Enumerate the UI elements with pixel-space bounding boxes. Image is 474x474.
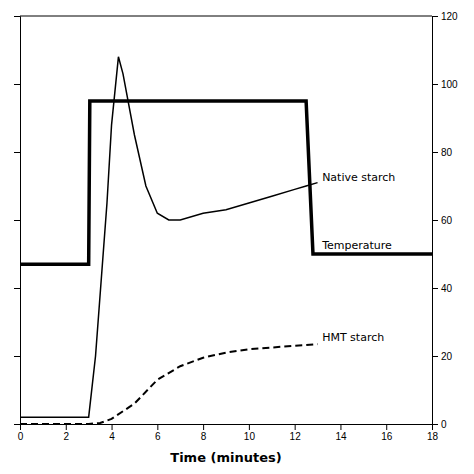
tick: 0	[18, 424, 24, 442]
plot: 024681012141618020406080100120Native sta…	[14, 11, 458, 442]
tick-mark	[157, 424, 158, 430]
tick-mark	[432, 152, 438, 153]
tick-mark	[14, 152, 20, 153]
tick-mark	[14, 424, 20, 425]
tick: 16	[381, 424, 393, 442]
tick	[14, 84, 20, 85]
y-axis-right: 0 20 40 60 80 100 120	[432, 11, 458, 430]
tick: 14	[335, 424, 347, 442]
tick	[14, 288, 20, 289]
line	[20, 344, 318, 424]
tick: 0	[432, 419, 447, 430]
chart: 024681012141618020406080100120Native sta…	[0, 0, 474, 474]
tick: 2	[63, 424, 69, 442]
annotation: Native starch	[322, 171, 395, 184]
x-axis: 0 2 4 6 8 10 12 14 16 18	[18, 424, 439, 442]
tick: 100	[432, 79, 458, 90]
axis-line	[433, 17, 439, 425]
tick-label: 16	[381, 431, 393, 442]
tick: 6	[155, 424, 161, 442]
tick-mark	[432, 220, 438, 221]
tick: 120	[432, 11, 458, 22]
tick: 8	[201, 424, 207, 442]
tick-label: 4	[109, 431, 115, 442]
tick	[14, 424, 20, 425]
axis-line	[14, 17, 21, 425]
tick-label: 18	[427, 431, 439, 442]
tick-label: 14	[335, 431, 347, 442]
line	[20, 57, 318, 417]
tick-mark	[14, 288, 20, 289]
tick: 60	[432, 215, 453, 226]
line	[20, 101, 432, 264]
tick-mark	[14, 220, 20, 221]
tick-label: 0	[441, 419, 447, 430]
tick: 12	[290, 424, 302, 442]
tick-mark	[386, 424, 387, 430]
tick-label: 20	[441, 351, 453, 362]
y-axis-left	[14, 17, 21, 425]
tick-mark	[249, 424, 250, 430]
tick-mark	[432, 424, 438, 425]
tick	[14, 220, 20, 221]
tick-mark	[66, 424, 67, 430]
tick-label: 2	[63, 431, 69, 442]
tick-label: 10	[244, 431, 256, 442]
tick: 10	[244, 424, 256, 442]
tick: 4	[109, 424, 115, 442]
tick-mark	[432, 356, 438, 357]
tick-label: 0	[18, 431, 24, 442]
x-axis-label: Time (minutes)	[170, 450, 281, 465]
annotation: Temperature	[321, 239, 392, 252]
tick-label: 80	[441, 147, 453, 158]
tick-mark	[432, 16, 438, 17]
lines	[20, 57, 432, 424]
annotations: Native starch Temperature HMT starch	[321, 171, 395, 344]
tick-mark	[203, 424, 204, 430]
tick: 18	[427, 424, 439, 442]
tick-mark	[112, 424, 113, 430]
tick	[14, 16, 20, 17]
tick	[14, 356, 20, 357]
annotation: HMT starch	[322, 331, 384, 344]
tick-label: 100	[441, 79, 458, 90]
tick-label: 40	[441, 283, 453, 294]
frame	[20, 16, 432, 17]
tick-label: 8	[201, 431, 207, 442]
tick-mark	[340, 424, 341, 430]
tick-mark	[432, 84, 438, 85]
tick-mark	[432, 288, 438, 289]
axis-line	[21, 425, 433, 431]
tick-label: 6	[155, 431, 161, 442]
tick-label: 60	[441, 215, 453, 226]
tick-label: 120	[441, 11, 458, 22]
tick-mark	[295, 424, 296, 430]
tick-mark	[14, 356, 20, 357]
tick-mark	[14, 84, 20, 85]
tick-mark	[14, 16, 20, 17]
tick: 40	[432, 283, 453, 294]
tick: 80	[432, 147, 453, 158]
tick: 20	[432, 351, 453, 362]
tick	[14, 152, 20, 153]
tick-label: 12	[290, 431, 302, 442]
